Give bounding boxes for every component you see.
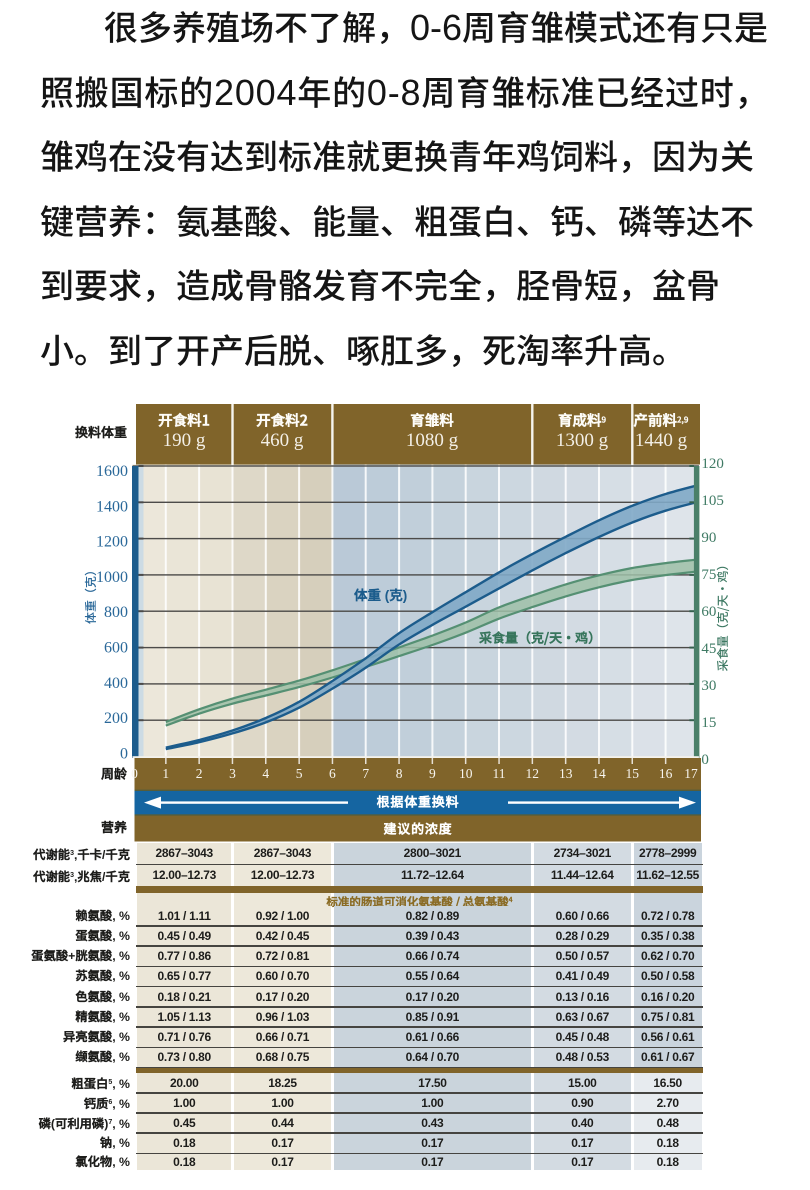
- svg-text:育雏料: 育雏料: [410, 410, 454, 431]
- svg-text:1200: 1200: [96, 534, 128, 551]
- svg-text:开食料1: 开食料1: [158, 410, 210, 431]
- svg-text:800: 800: [104, 604, 128, 621]
- svg-text:75: 75: [701, 567, 716, 583]
- svg-text:400: 400: [104, 675, 128, 692]
- svg-text:1600: 1600: [96, 463, 128, 480]
- svg-text:0: 0: [120, 745, 128, 762]
- svg-text:2: 2: [196, 766, 203, 781]
- svg-text:周龄: 周龄: [100, 764, 128, 783]
- svg-text:60: 60: [701, 604, 716, 620]
- svg-text:120: 120: [701, 456, 724, 472]
- svg-text:1080 g: 1080 g: [406, 430, 459, 451]
- svg-text:育成料9: 育成料9: [558, 410, 607, 431]
- svg-text:0: 0: [131, 766, 138, 781]
- svg-text:1300 g: 1300 g: [556, 430, 609, 451]
- svg-text:5: 5: [296, 766, 303, 781]
- svg-text:45: 45: [701, 641, 716, 657]
- svg-text:30: 30: [701, 678, 716, 694]
- svg-text:9: 9: [429, 766, 436, 781]
- svg-text:1440 g: 1440 g: [635, 430, 688, 451]
- svg-text:200: 200: [104, 710, 128, 727]
- svg-text:3: 3: [229, 766, 236, 781]
- svg-text:16: 16: [659, 766, 673, 781]
- svg-text:营养: 营养: [101, 817, 128, 836]
- svg-text:600: 600: [104, 640, 128, 657]
- svg-text:6: 6: [329, 766, 336, 781]
- svg-text:14: 14: [592, 766, 606, 781]
- svg-text:90: 90: [701, 530, 716, 546]
- svg-text:190 g: 190 g: [163, 430, 206, 451]
- svg-text:建议的浓度: 建议的浓度: [382, 819, 452, 838]
- svg-text:体重（克）: 体重（克）: [82, 564, 99, 624]
- svg-text:4: 4: [262, 766, 269, 781]
- svg-text:13: 13: [559, 766, 573, 781]
- svg-text:换料体重: 换料体重: [75, 422, 127, 441]
- svg-text:10: 10: [459, 766, 473, 781]
- svg-text:根据体重换料: 根据体重换料: [377, 792, 460, 811]
- svg-text:7: 7: [362, 766, 369, 781]
- svg-text:15: 15: [626, 766, 640, 781]
- svg-text:8: 8: [396, 766, 403, 781]
- svg-text:460 g: 460 g: [261, 430, 304, 451]
- svg-text:1400: 1400: [96, 498, 128, 515]
- svg-text:12: 12: [526, 766, 540, 781]
- svg-text:采食量（克/天·鸡）: 采食量（克/天·鸡）: [478, 628, 601, 647]
- svg-text:采食量（克/天·鸡）: 采食量（克/天·鸡）: [714, 559, 731, 672]
- svg-text:开食料2: 开食料2: [256, 410, 308, 431]
- svg-text:11: 11: [493, 766, 506, 781]
- svg-text:1: 1: [162, 766, 169, 781]
- svg-text:1000: 1000: [96, 569, 128, 586]
- svg-text:17: 17: [684, 766, 698, 781]
- svg-text:0: 0: [701, 752, 709, 768]
- svg-text:15: 15: [701, 715, 716, 731]
- svg-text:105: 105: [701, 493, 724, 509]
- svg-text:体重 (克): 体重 (克): [353, 588, 407, 603]
- svg-text:产前料2,9: 产前料2,9: [632, 410, 688, 431]
